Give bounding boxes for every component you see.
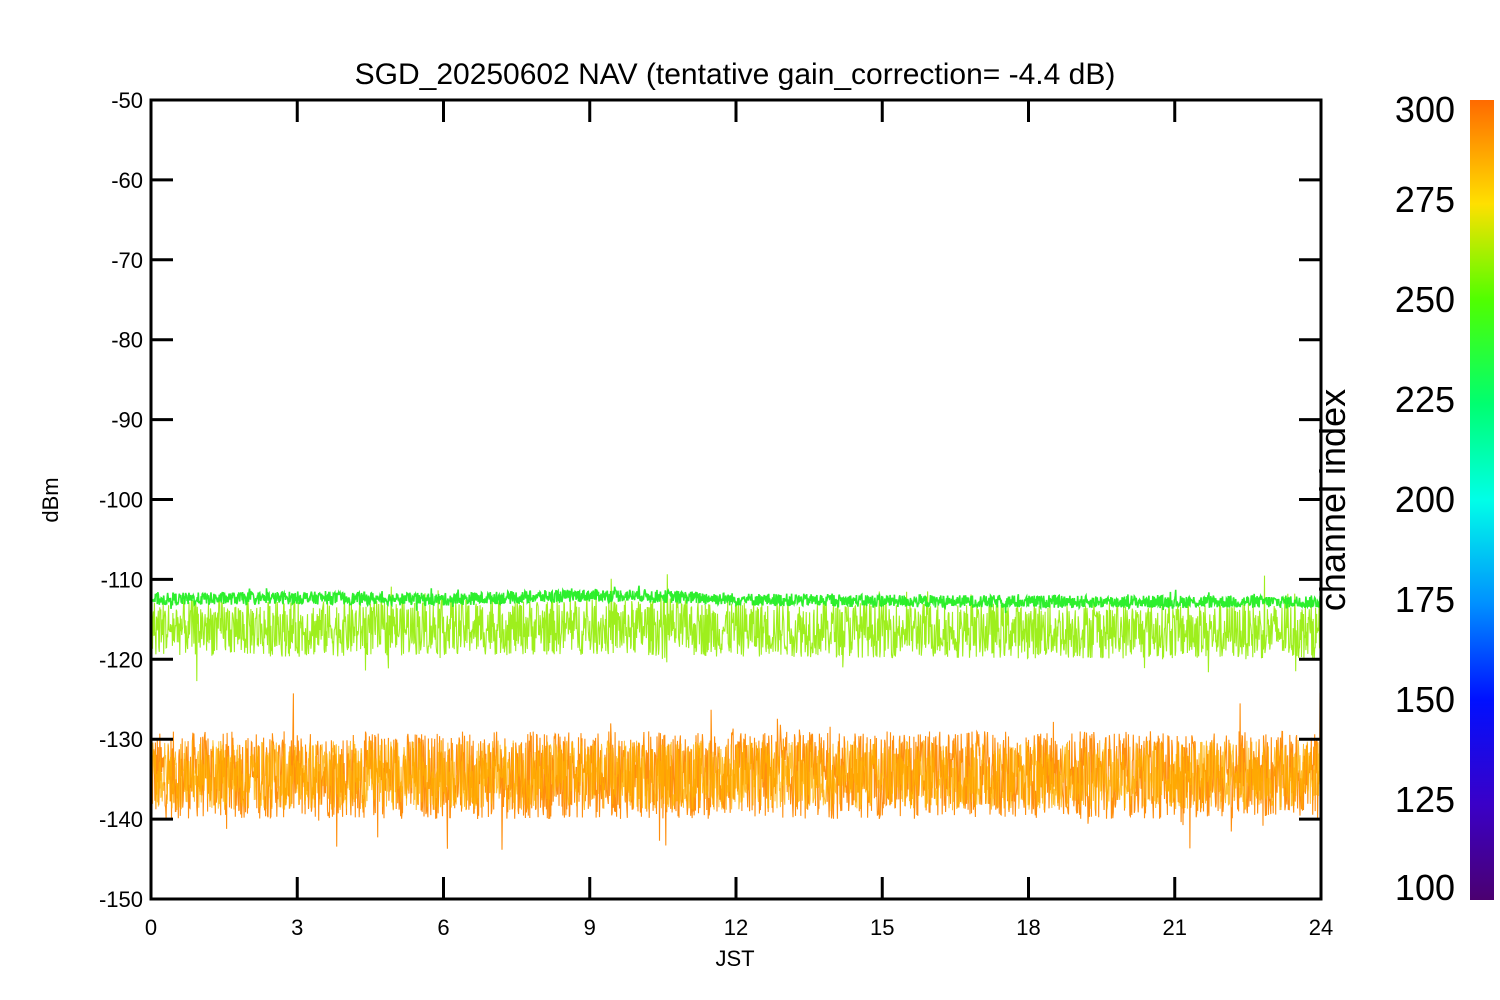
y-tick-label: -60 bbox=[111, 168, 143, 193]
y-tick-label: -130 bbox=[99, 727, 143, 752]
y-tick-label: -50 bbox=[111, 88, 143, 113]
y-tick-label: -120 bbox=[99, 647, 143, 672]
y-tick-label: -90 bbox=[111, 408, 143, 433]
colorbar-tick-label: 100 bbox=[1395, 867, 1455, 908]
y-tick-label: -110 bbox=[101, 567, 143, 592]
colorbar bbox=[1470, 100, 1494, 900]
y-tick-label: -150 bbox=[99, 887, 143, 912]
colorbar-ticks: 100 125 150 175 200 225 250 275 300 bbox=[1395, 89, 1455, 908]
colorbar-tick-label: 300 bbox=[1395, 89, 1455, 130]
y-tick-label: -140 bbox=[99, 807, 143, 832]
colorbar-tick-label: 175 bbox=[1395, 579, 1455, 620]
series-line bbox=[151, 692, 1321, 850]
x-axis: 0 3 6 9 12 15 18 21 24 bbox=[145, 100, 1333, 940]
series-line bbox=[151, 585, 1321, 614]
series-layer bbox=[151, 574, 1321, 850]
x-tick-label: 21 bbox=[1163, 915, 1187, 940]
x-tick-label: 0 bbox=[145, 915, 157, 940]
colorbar-tick-label: 200 bbox=[1395, 479, 1455, 520]
x-axis-label: JST bbox=[715, 946, 754, 971]
colorbar-label: channel index bbox=[1312, 389, 1353, 611]
x-tick-label: 18 bbox=[1016, 915, 1040, 940]
series-line bbox=[151, 739, 1321, 812]
colorbar-tick-label: 125 bbox=[1395, 779, 1455, 820]
colorbar-tick-label: 150 bbox=[1395, 679, 1455, 720]
x-tick-label: 9 bbox=[584, 915, 596, 940]
y-tick-label: -100 bbox=[99, 488, 143, 513]
x-tick-label: 12 bbox=[724, 915, 748, 940]
y-axis-label: dBm bbox=[38, 477, 63, 522]
colorbar-tick-label: 250 bbox=[1395, 279, 1455, 320]
y-axis: -50 -60 -70 -80 -90 -100 -110 -120 -130 -140 -150 bbox=[99, 88, 1321, 912]
colorbar-tick-label: 225 bbox=[1395, 379, 1455, 420]
y-tick-label: -80 bbox=[111, 328, 143, 353]
chart-title: SGD_20250602 NAV (tentative gain_correct… bbox=[355, 58, 1116, 91]
x-tick-label: 6 bbox=[437, 915, 449, 940]
series-line bbox=[151, 574, 1321, 682]
x-tick-label: 15 bbox=[870, 915, 894, 940]
x-tick-label: 3 bbox=[291, 915, 303, 940]
x-tick-label: 24 bbox=[1309, 915, 1333, 940]
y-tick-label: -70 bbox=[111, 248, 143, 273]
colorbar-tick-label: 275 bbox=[1395, 179, 1455, 220]
